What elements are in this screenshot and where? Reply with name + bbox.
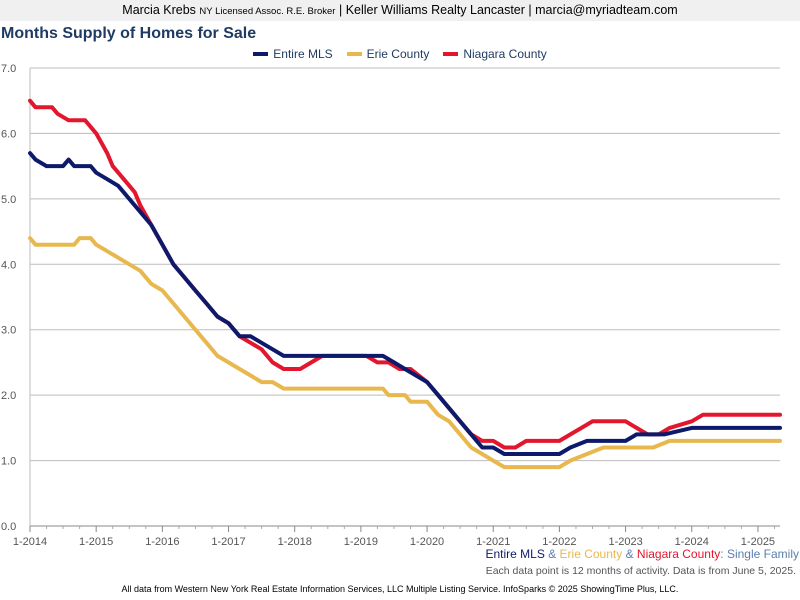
y-tick-label: 1.0 <box>1 456 16 468</box>
x-tick-label: 1-2025 <box>741 536 775 548</box>
y-tick-label: 3.0 <box>1 325 16 337</box>
x-tick-label: 1-2019 <box>344 536 378 548</box>
legend-label: Entire MLS <box>273 47 333 61</box>
series-summary-part: & <box>622 547 637 561</box>
series-line-erie-county <box>28 236 782 470</box>
legend-item-entire-mls[interactable]: Entire MLS <box>253 47 333 61</box>
series-summary-part: & <box>544 547 560 561</box>
legend-swatch <box>346 52 362 56</box>
x-tick-label: 1-2023 <box>608 536 642 548</box>
series-summary: Entire MLS & Erie County & Niagara Count… <box>486 547 800 561</box>
legend-swatch <box>443 52 459 56</box>
y-tick-label: 6.0 <box>1 128 16 140</box>
brokerage-name: Keller Williams Realty Lancaster <box>345 3 525 17</box>
agent-license: NY Licensed Assoc. R.E. Broker <box>199 6 336 17</box>
chart-legend: Entire MLS Erie County Niagara County <box>0 46 800 62</box>
agent-email[interactable]: marcia@myriadteam.com <box>535 3 678 17</box>
series-summary-part: Niagara County <box>636 547 721 561</box>
agent-header-bar: Marcia Krebs NY Licensed Assoc. R.E. Bro… <box>0 0 800 21</box>
agent-name: Marcia Krebs <box>122 3 196 17</box>
series-line-entire-mls <box>28 151 782 456</box>
legend-item-erie-county[interactable]: Erie County <box>346 47 430 61</box>
x-tick-label: 1-2017 <box>211 536 245 548</box>
y-tick-label: 4.0 <box>1 259 16 271</box>
x-tick-label: 1-2022 <box>542 536 576 548</box>
legend-item-niagara-county[interactable]: Niagara County <box>443 47 547 61</box>
x-tick-label: 1-2021 <box>476 536 510 548</box>
x-tick-label: 1-2020 <box>410 536 444 548</box>
series-summary-part: Erie County <box>559 547 623 561</box>
y-tick-label: 7.0 <box>1 63 16 75</box>
y-tick-label: 5.0 <box>1 194 16 206</box>
x-tick-label: 1-2015 <box>79 536 113 548</box>
series-summary-part: Entire MLS <box>485 547 545 561</box>
chart-title: Months Supply of Homes for Sale <box>1 25 257 42</box>
y-tick-label: 2.0 <box>1 390 16 402</box>
x-tick-label: 1-2018 <box>278 536 312 548</box>
legend-label: Niagara County <box>463 47 547 61</box>
x-tick-label: 1-2024 <box>675 536 709 548</box>
x-tick-label: 1-2016 <box>145 536 179 548</box>
series-summary-part: : Single Family <box>720 547 799 561</box>
data-note: Each data point is 12 months of activity… <box>485 565 796 577</box>
header-separator-1: | <box>338 3 343 17</box>
data-source: All data from Western New York Real Esta… <box>121 584 679 594</box>
legend-swatch <box>253 52 269 56</box>
legend-label: Erie County <box>366 47 430 61</box>
header-separator-2: | <box>528 3 532 17</box>
y-tick-label: 0.0 <box>1 521 16 533</box>
x-tick-label: 1-2014 <box>13 536 47 548</box>
